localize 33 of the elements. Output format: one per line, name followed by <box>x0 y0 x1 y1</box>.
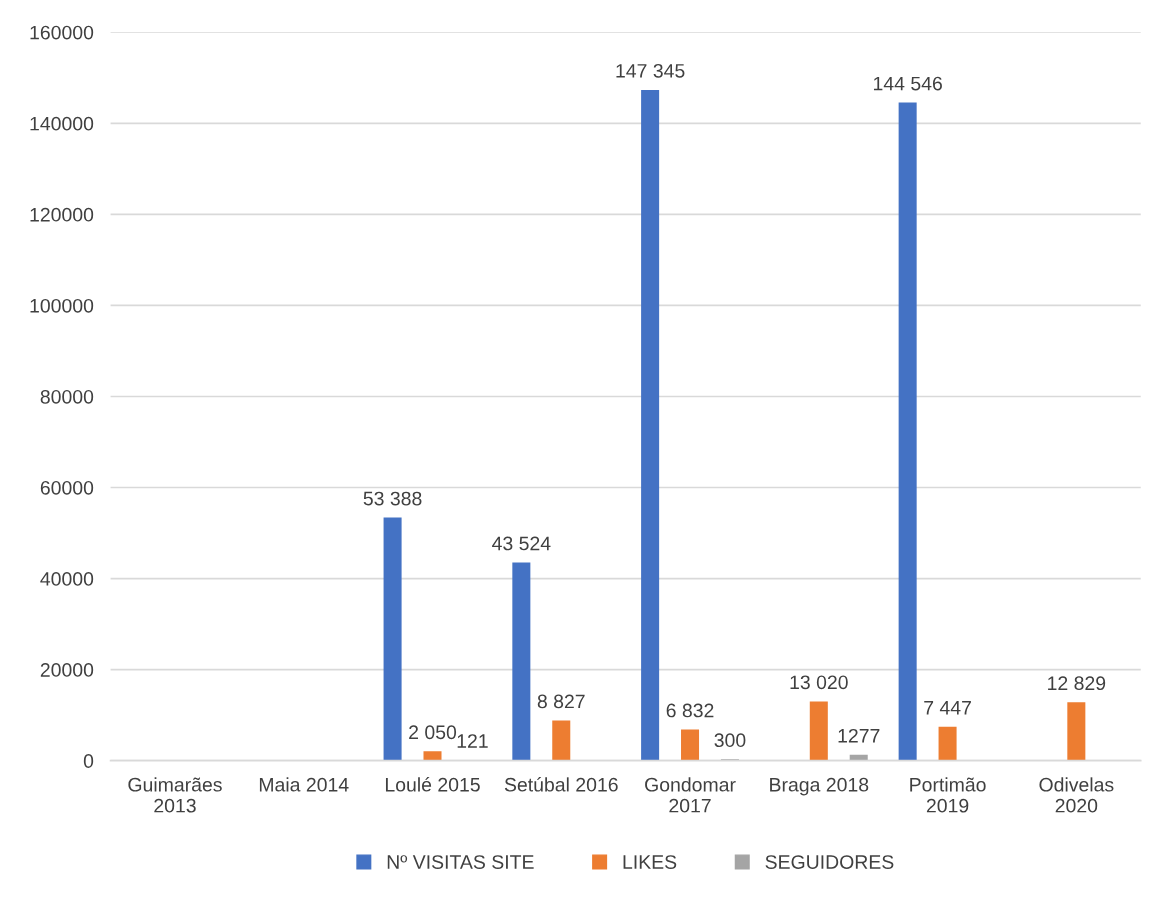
data-label: 13 020 <box>790 675 848 690</box>
y-tick-label: 0 <box>83 754 94 768</box>
data-label: 43 524 <box>492 536 551 551</box>
data-label: 6 832 <box>666 703 714 718</box>
x-tick-label: Maia 2014 <box>259 777 349 792</box>
x-tick-label: Gondomar 2017 <box>645 777 736 813</box>
y-tick-label: 60000 <box>40 480 94 495</box>
y-tick-label: 20000 <box>40 663 94 677</box>
y-tick-label: 140000 <box>30 116 94 131</box>
data-label: 1277 <box>838 728 880 743</box>
x-tick-label: Loulé 2015 <box>385 777 480 792</box>
data-label: 8 827 <box>537 694 585 709</box>
data-label: 121 <box>457 734 488 748</box>
y-tick-label: 40000 <box>40 572 94 586</box>
data-label: 300 <box>714 733 746 748</box>
data-label: 147 345 <box>616 63 685 78</box>
y-tick-label: 120000 <box>30 207 94 222</box>
legend-label: LIKES <box>623 855 677 869</box>
x-tick-label: Setúbal 2016 <box>504 777 618 792</box>
data-label: 144 546 <box>873 76 942 91</box>
x-tick-label: Odivelas 2020 <box>1039 777 1114 813</box>
legend-label: Nº VISITAS SITE <box>387 855 534 869</box>
x-tick-label: Guimarães 2013 <box>128 777 222 813</box>
data-label: 12 829 <box>1048 676 1106 691</box>
data-label: 2 050 <box>409 725 457 740</box>
data-label: 7 447 <box>924 701 971 715</box>
y-tick-label: 80000 <box>40 389 94 404</box>
data-label: 53 388 <box>363 491 422 506</box>
legend-label: SEGUIDORES <box>765 855 894 869</box>
x-tick-label: Portimão 2019 <box>910 777 986 813</box>
y-tick-label: 160000 <box>30 25 94 40</box>
y-tick-label: 100000 <box>30 298 94 313</box>
x-tick-label: Braga 2018 <box>770 777 869 796</box>
